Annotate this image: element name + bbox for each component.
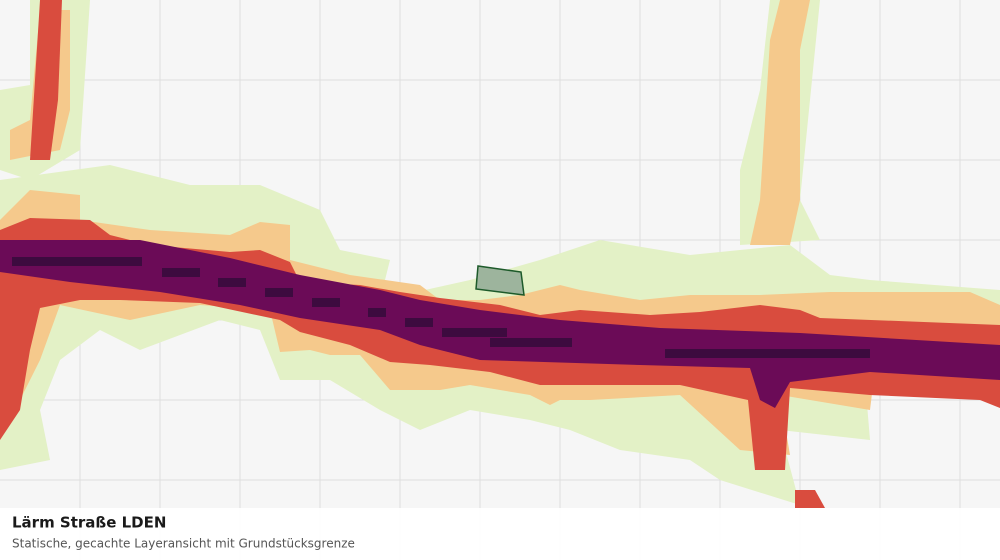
- zone-shape: [442, 328, 507, 337]
- zone-shape: [30, 0, 62, 160]
- noise-zone-highest: [12, 257, 870, 358]
- zone-shape: [218, 278, 246, 287]
- zone-shape: [265, 288, 293, 297]
- noise-zone-very-high: [0, 240, 1000, 408]
- zone-shape: [368, 308, 386, 317]
- zone-shape: [12, 257, 142, 266]
- layer-subtitle: Statische, gecachte Layeransicht mit Gru…: [12, 537, 355, 551]
- zone-shape: [162, 268, 200, 277]
- zone-shape: [750, 0, 810, 245]
- zone-shape: [795, 490, 825, 508]
- layer-title: Lärm Straße LDEN: [12, 514, 166, 532]
- parcel-boundary[interactable]: [475, 265, 525, 296]
- info-panel: [0, 508, 1000, 560]
- zone-shape: [312, 298, 340, 307]
- zone-shape: [490, 338, 572, 347]
- zone-shape: [665, 349, 870, 358]
- zone-shape: [405, 318, 433, 327]
